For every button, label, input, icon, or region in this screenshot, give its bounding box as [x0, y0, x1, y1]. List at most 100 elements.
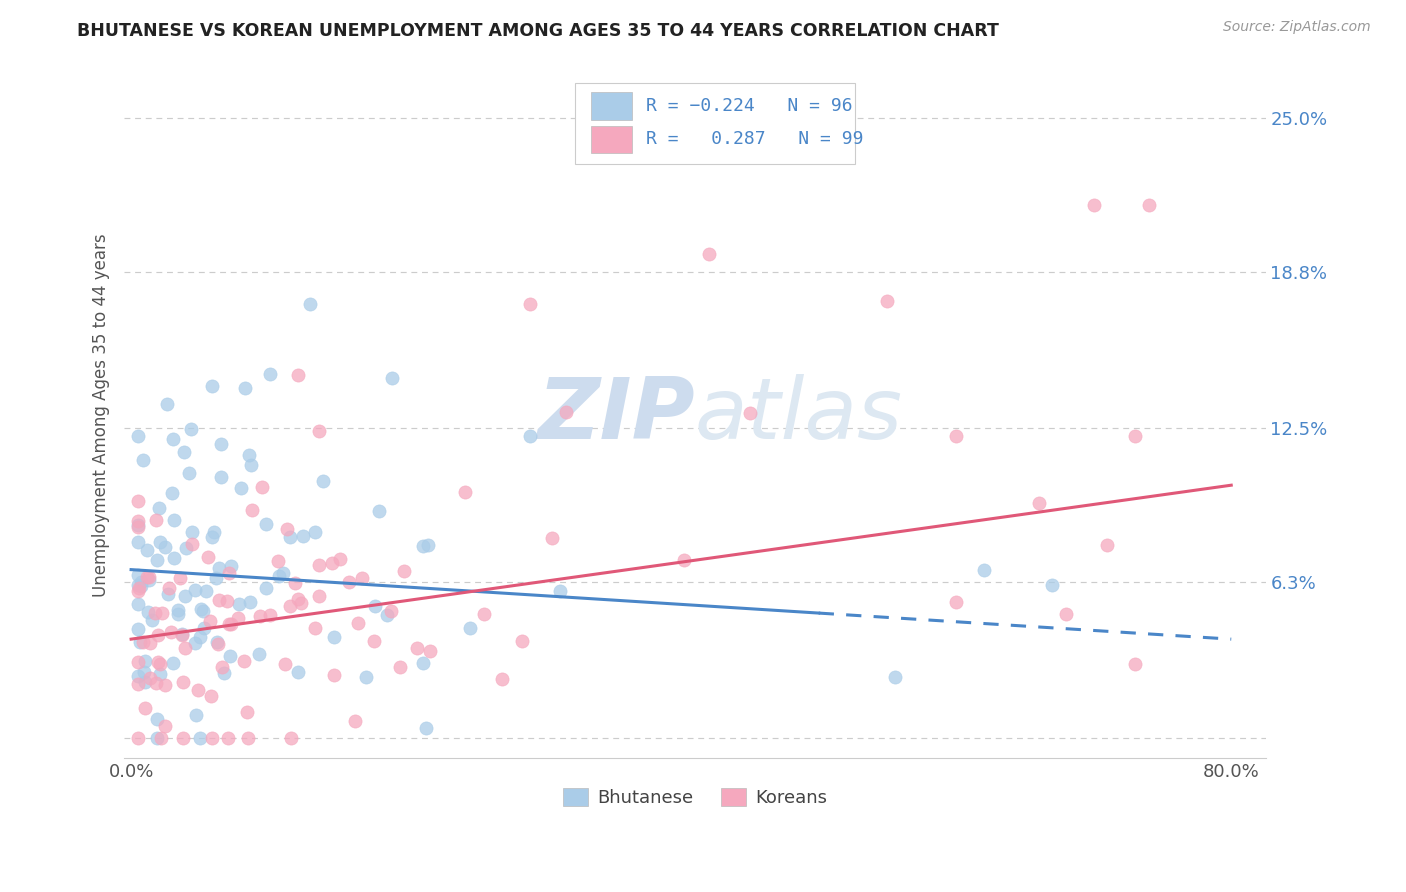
- Point: [278, 530, 301, 544]
- Point: [153, 540, 176, 554]
- Point: [238, 448, 260, 462]
- Point: [1123, 429, 1146, 443]
- Point: [153, 678, 176, 692]
- Point: [162, 656, 184, 670]
- Point: [127, 494, 149, 508]
- Point: [205, 571, 228, 585]
- Point: [146, 712, 169, 726]
- Point: [145, 553, 167, 567]
- Point: [139, 636, 162, 650]
- FancyBboxPatch shape: [575, 83, 855, 164]
- Point: [160, 625, 183, 640]
- Point: [127, 583, 149, 598]
- Point: [239, 595, 262, 609]
- Point: [352, 571, 374, 585]
- Point: [472, 607, 495, 622]
- Point: [1097, 538, 1119, 552]
- Point: [138, 570, 160, 584]
- Point: [136, 605, 159, 619]
- Point: [208, 561, 231, 575]
- Point: [284, 576, 307, 591]
- Point: [1083, 197, 1105, 211]
- Point: [153, 719, 176, 733]
- Point: [150, 606, 173, 620]
- Point: [188, 630, 211, 644]
- Point: [150, 731, 173, 746]
- Point: [177, 467, 200, 481]
- Point: [219, 559, 242, 574]
- Point: [247, 647, 270, 661]
- Point: [945, 595, 967, 609]
- Point: [304, 524, 326, 539]
- Point: [510, 634, 533, 648]
- Point: [149, 667, 172, 681]
- Point: [172, 627, 194, 641]
- Point: [672, 552, 695, 566]
- Point: [290, 597, 312, 611]
- Point: [134, 665, 156, 680]
- Point: [252, 480, 274, 494]
- Text: Source: ZipAtlas.com: Source: ZipAtlas.com: [1223, 20, 1371, 34]
- Point: [697, 247, 720, 261]
- Point: [136, 543, 159, 558]
- Point: [127, 731, 149, 746]
- Point: [127, 622, 149, 636]
- Point: [228, 597, 250, 611]
- Point: [127, 567, 149, 582]
- Point: [172, 731, 194, 746]
- Point: [363, 634, 385, 648]
- Point: [346, 616, 368, 631]
- Point: [184, 708, 207, 723]
- Point: [380, 604, 402, 618]
- Point: [190, 602, 212, 616]
- Point: [337, 575, 360, 590]
- Point: [1028, 495, 1050, 509]
- Point: [287, 592, 309, 607]
- Point: [169, 571, 191, 585]
- Point: [254, 516, 277, 531]
- Point: [292, 529, 315, 543]
- Point: [139, 671, 162, 685]
- Point: [167, 607, 190, 621]
- Text: R = −0.224   N = 96: R = −0.224 N = 96: [645, 97, 852, 115]
- Legend: Bhutanese, Koreans: Bhutanese, Koreans: [555, 780, 834, 814]
- Point: [287, 665, 309, 679]
- Point: [127, 428, 149, 442]
- Point: [415, 722, 437, 736]
- Point: [259, 367, 281, 381]
- Point: [146, 655, 169, 669]
- Point: [208, 592, 231, 607]
- Point: [202, 524, 225, 539]
- Point: [149, 657, 172, 671]
- Point: [1123, 657, 1146, 671]
- Point: [218, 616, 240, 631]
- Point: [235, 705, 257, 719]
- Point: [200, 614, 222, 628]
- Point: [218, 566, 240, 581]
- Point: [308, 558, 330, 573]
- Point: [163, 513, 186, 527]
- Point: [381, 371, 404, 385]
- Point: [416, 538, 439, 552]
- Point: [148, 500, 170, 515]
- Point: [141, 613, 163, 627]
- Point: [329, 552, 352, 566]
- Point: [181, 537, 204, 551]
- Point: [134, 701, 156, 715]
- Point: [134, 675, 156, 690]
- Point: [184, 583, 207, 598]
- Point: [201, 731, 224, 746]
- Point: [388, 660, 411, 674]
- Point: [368, 504, 391, 518]
- Point: [973, 563, 995, 577]
- Point: [145, 513, 167, 527]
- Point: [267, 554, 290, 568]
- Point: [458, 621, 481, 635]
- Point: [157, 581, 180, 595]
- Point: [156, 587, 179, 601]
- Point: [172, 674, 194, 689]
- Point: [312, 475, 335, 489]
- Point: [127, 655, 149, 669]
- Point: [127, 668, 149, 682]
- Point: [254, 581, 277, 595]
